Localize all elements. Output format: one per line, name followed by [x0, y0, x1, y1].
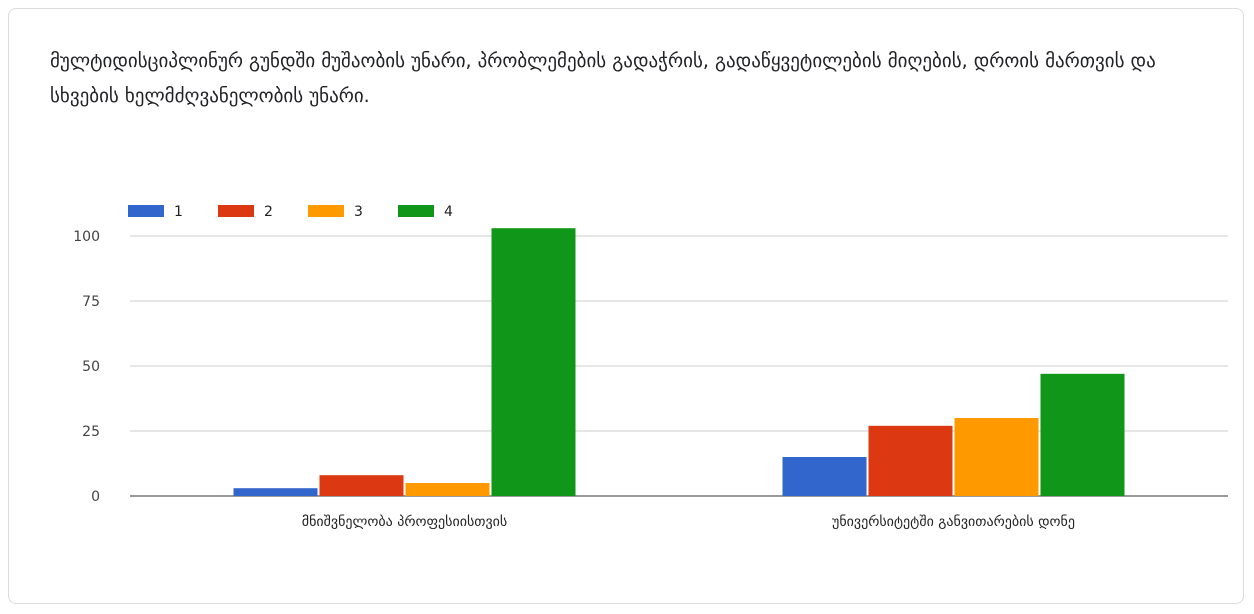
y-axis-ticks: 0 25 50 75 100 [73, 229, 100, 505]
bar [233, 488, 318, 496]
bars [233, 228, 1125, 496]
bar [782, 457, 867, 496]
bar [954, 418, 1039, 496]
bar [319, 475, 404, 496]
y-tick-label: 75 [82, 294, 100, 310]
x-category-label: უნივერსიტეტში განვითარების დონე [832, 513, 1075, 530]
legend-swatch [398, 205, 434, 217]
y-tick-label: 100 [73, 229, 100, 245]
bar [405, 483, 490, 496]
x-category-label: მნიშვნელობა პროფესიისთვის [302, 513, 507, 530]
legend-swatch [308, 205, 344, 217]
legend-label: 2 [264, 204, 273, 220]
legend-swatch [128, 205, 164, 217]
legend-swatch [218, 205, 254, 217]
question-title: მულტიდისციპლინურ გუნდში მუშაობის უნარი, … [50, 50, 1156, 107]
bar [491, 228, 576, 496]
x-axis-labels: მნიშვნელობა პროფესიისთვის უნივერსიტეტში გ… [302, 513, 1075, 530]
y-tick-label: 50 [82, 359, 100, 375]
bar [868, 425, 953, 496]
bar [1040, 373, 1125, 496]
legend: 1 2 3 4 [128, 204, 453, 220]
y-tick-label: 25 [82, 424, 100, 440]
legend-label: 4 [444, 204, 453, 220]
legend-label: 1 [174, 204, 183, 220]
legend-label: 3 [354, 204, 363, 220]
y-tick-label: 0 [91, 489, 100, 505]
question-card [8, 8, 1244, 604]
